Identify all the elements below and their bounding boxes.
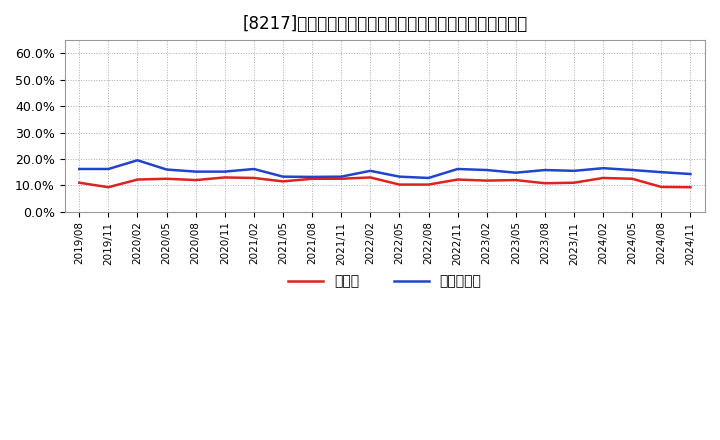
Title: [8217]　現頲金、有利子負債の総資産に対する比率の推移: [8217] 現頲金、有利子負債の総資産に対する比率の推移 bbox=[242, 15, 528, 33]
有利子負債 bbox=[220, 169, 229, 174]
有利子負債 bbox=[686, 171, 695, 176]
有利子負債 bbox=[454, 166, 462, 172]
有利子負債 bbox=[628, 167, 636, 172]
有利子負債 bbox=[75, 166, 84, 172]
現頲金 bbox=[104, 184, 113, 190]
有利子負債 bbox=[599, 165, 608, 171]
Line: 現頲金: 現頲金 bbox=[79, 177, 690, 187]
有利子負債 bbox=[482, 167, 491, 172]
現頲金 bbox=[599, 175, 608, 180]
現頲金 bbox=[686, 184, 695, 190]
有利子負債 bbox=[192, 169, 200, 174]
現頲金 bbox=[395, 182, 404, 187]
現頲金 bbox=[424, 182, 433, 187]
現頲金 bbox=[192, 177, 200, 183]
有利子負債 bbox=[162, 167, 171, 172]
現頲金 bbox=[75, 180, 84, 185]
有利子負債 bbox=[366, 168, 374, 173]
有利子負債 bbox=[541, 167, 549, 172]
現頲金 bbox=[657, 184, 666, 190]
現頲金 bbox=[628, 176, 636, 181]
Line: 有利子負債: 有利子負債 bbox=[79, 160, 690, 178]
現頲金 bbox=[279, 179, 287, 184]
現頲金 bbox=[482, 178, 491, 183]
有利子負債 bbox=[307, 174, 316, 180]
有利子負債 bbox=[424, 175, 433, 180]
有利子負債 bbox=[279, 174, 287, 179]
有利子負債 bbox=[570, 168, 578, 173]
有利子負債 bbox=[657, 169, 666, 175]
現頲金 bbox=[541, 180, 549, 186]
現頲金 bbox=[366, 175, 374, 180]
現頲金 bbox=[250, 175, 258, 180]
現頲金 bbox=[454, 177, 462, 182]
現頲金 bbox=[511, 177, 520, 183]
現頲金 bbox=[133, 177, 142, 182]
現頲金 bbox=[570, 180, 578, 185]
現頲金 bbox=[220, 175, 229, 180]
Legend: 現頲金, 有利子負債: 現頲金, 有利子負債 bbox=[283, 269, 487, 294]
有利子負債 bbox=[133, 158, 142, 163]
有利子負債 bbox=[511, 170, 520, 175]
現頲金 bbox=[162, 176, 171, 181]
現頲金 bbox=[337, 176, 346, 181]
有利子負債 bbox=[250, 166, 258, 172]
有利子負債 bbox=[395, 174, 404, 179]
有利子負債 bbox=[337, 174, 346, 179]
現頲金 bbox=[307, 176, 316, 181]
有利子負債 bbox=[104, 166, 113, 172]
